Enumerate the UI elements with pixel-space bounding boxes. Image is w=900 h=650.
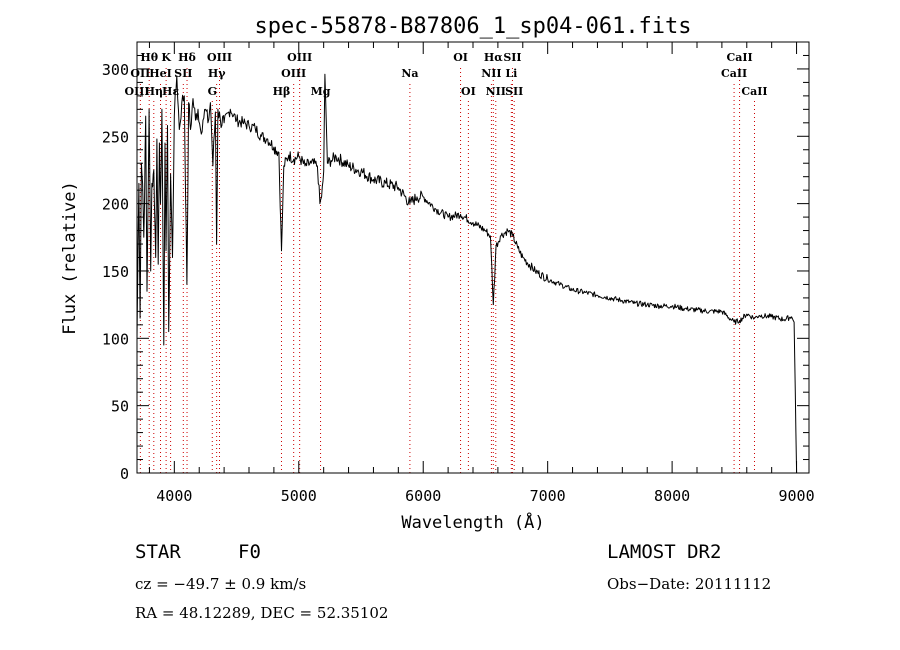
- y-tick-label-6: 300: [102, 61, 129, 79]
- spectral-line-markers: [136, 68, 755, 473]
- line-label-21: G: [208, 85, 217, 98]
- line-label-5: OI: [453, 51, 468, 64]
- x-tick-label-2: 6000: [405, 487, 441, 505]
- line-label-3: OIII: [207, 51, 232, 64]
- spectrum-line: [136, 73, 798, 474]
- survey-name: LAMOST DR2: [607, 541, 722, 563]
- y-tick-label-3: 150: [102, 263, 129, 281]
- x-tick-label-3: 7000: [530, 487, 566, 505]
- y-tick-label-5: 250: [102, 128, 129, 146]
- x-axis-label: Wavelength (Å): [401, 511, 544, 533]
- line-label-13: OIII: [281, 67, 306, 80]
- coordinates: RA = 48.12289, DEC = 52.35102: [135, 604, 389, 622]
- line-label-1: K: [161, 51, 171, 64]
- y-tick-label-1: 50: [111, 398, 129, 416]
- line-label-11: SII: [174, 67, 192, 80]
- x-tick-label-4: 8000: [654, 487, 690, 505]
- line-label-8: CaII: [726, 51, 752, 64]
- obs-date: Obs−Date: 20111112: [607, 575, 772, 593]
- object-subclass: F0: [238, 541, 261, 563]
- line-label-7: SII: [503, 51, 521, 64]
- x-tick-label-0: 4000: [156, 487, 192, 505]
- y-tick-label-2: 100: [102, 330, 129, 348]
- y-tick-label-0: 0: [120, 465, 129, 483]
- line-label-0: Hθ: [140, 51, 158, 64]
- x-tick-label-5: 9000: [778, 487, 814, 505]
- line-label-10: HeI: [149, 67, 172, 80]
- line-label-16: Li: [505, 67, 517, 80]
- line-label-27: CaII: [741, 85, 767, 98]
- object-class: STAR: [135, 541, 181, 563]
- line-label-19: Hη: [145, 85, 163, 98]
- axis-ticks: 4000 5000 6000 7000 8000 9000 0 50 100 150 200 250 3…: [102, 41, 815, 505]
- line-label-14: Na: [401, 67, 418, 80]
- y-tick-label-4: 200: [102, 196, 129, 214]
- line-label-22: Hβ: [273, 85, 291, 98]
- line-label-9: OII: [130, 67, 150, 80]
- line-label-25: NII: [486, 85, 506, 98]
- chart-title: spec-55878-B87806_1_sp04-061.fits: [254, 14, 691, 39]
- line-label-24: OI: [461, 85, 476, 98]
- line-label-6: Hα: [484, 51, 503, 64]
- line-label-12: Hγ: [208, 67, 226, 80]
- y-axis-label: Flux (relative): [60, 181, 80, 335]
- x-tick-label-1: 5000: [281, 487, 317, 505]
- line-label-23: Mg: [311, 85, 331, 98]
- line-label-15: NII: [481, 67, 501, 80]
- line-label-2: Hδ: [178, 51, 196, 64]
- plot-frame: [136, 41, 810, 474]
- redshift-readout: cz = −49.7 ± 0.9 km/s: [135, 575, 307, 593]
- line-label-26: SII: [505, 85, 523, 98]
- line-label-17: CaII: [721, 67, 747, 80]
- line-label-4: OIII: [287, 51, 312, 64]
- spectrum-series: [136, 73, 798, 474]
